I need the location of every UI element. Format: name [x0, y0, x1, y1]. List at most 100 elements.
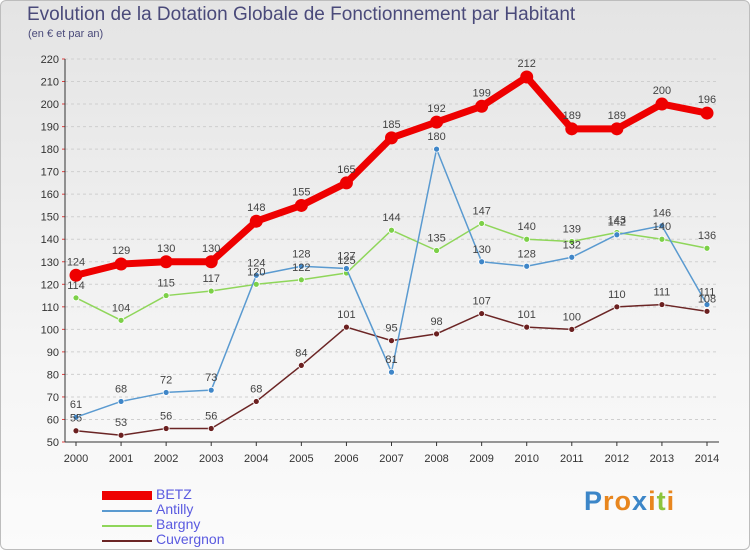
data-point-betz	[249, 214, 263, 228]
x-tick-label: 2000	[64, 453, 88, 465]
legend-label-cuvergnon: Cuvergnon	[156, 531, 225, 547]
data-label-cuvergnon: 56	[205, 410, 217, 422]
x-tick-label: 2009	[469, 453, 493, 465]
data-point-antilly	[613, 231, 621, 239]
data-point-cuvergnon	[343, 323, 350, 331]
data-label-antilly: 73	[205, 372, 217, 384]
data-label-bargny: 104	[112, 302, 130, 314]
data-label-betz: 212	[518, 58, 536, 70]
data-point-bargny	[568, 238, 576, 245]
legend-swatch-antilly	[102, 510, 152, 512]
data-label-betz: 189	[563, 110, 581, 122]
data-point-betz	[69, 268, 83, 282]
data-label-antilly: 68	[115, 383, 127, 395]
legend-label-betz: BETZ	[156, 486, 192, 502]
y-tick-label: 60	[47, 414, 59, 426]
logo-letter: o	[614, 486, 633, 516]
data-point-cuvergnon	[703, 307, 711, 315]
y-tick-label: 150	[41, 212, 59, 224]
legend-label-antilly: Antilly	[156, 501, 194, 517]
data-label-antilly: 72	[160, 374, 172, 386]
data-label-antilly: 128	[518, 248, 536, 260]
data-label-cuvergnon: 107	[472, 296, 490, 308]
data-label-bargny: 125	[337, 255, 355, 267]
logo-letter: x	[632, 486, 649, 516]
logo-letter: i	[648, 486, 657, 516]
data-point-betz	[159, 255, 173, 269]
x-tick-label: 2003	[199, 453, 223, 465]
data-point-bargny	[523, 235, 531, 243]
y-tick-label: 200	[41, 99, 59, 111]
data-point-cuvergnon	[658, 301, 666, 308]
x-tick-label: 2007	[379, 453, 403, 465]
x-tick-label: 2004	[244, 453, 268, 465]
y-tick-label: 170	[41, 167, 59, 179]
data-point-cuvergnon	[252, 398, 260, 405]
data-label-bargny: 139	[563, 223, 581, 235]
y-tick-label: 130	[41, 257, 59, 269]
data-label-antilly: 146	[653, 208, 671, 220]
x-tick-label: 2002	[154, 453, 178, 465]
data-point-bargny	[117, 316, 125, 324]
data-point-betz	[114, 257, 128, 271]
data-label-antilly: 111	[699, 287, 716, 299]
data-point-betz	[339, 176, 353, 190]
data-point-bargny	[207, 287, 215, 295]
data-label-cuvergnon: 95	[385, 323, 397, 335]
data-point-antilly	[252, 271, 260, 279]
y-tick-label: 90	[47, 347, 59, 359]
data-point-cuvergnon	[568, 325, 576, 333]
data-point-cuvergnon	[613, 303, 621, 311]
data-label-betz: 124	[67, 256, 85, 268]
y-tick-label: 140	[41, 234, 59, 246]
x-tick-label: 2013	[650, 453, 674, 465]
x-tick-label: 2012	[605, 453, 629, 465]
x-tick-label: 2005	[289, 453, 313, 465]
data-label-bargny: 136	[698, 230, 716, 242]
data-label-cuvergnon: 98	[430, 316, 442, 328]
data-label-antilly: 142	[608, 217, 626, 229]
data-label-bargny: 117	[202, 273, 220, 285]
y-tick-label: 50	[47, 437, 59, 449]
legend-swatch-bargny	[102, 525, 152, 527]
data-point-antilly	[117, 398, 125, 405]
data-point-antilly	[523, 262, 531, 270]
data-point-betz	[385, 131, 398, 145]
data-point-cuvergnon	[207, 425, 215, 432]
data-label-bargny: 135	[427, 233, 445, 245]
x-tick-label: 2008	[424, 453, 448, 465]
data-label-bargny: 120	[247, 266, 265, 278]
data-label-bargny: 140	[518, 221, 536, 233]
data-label-betz: 185	[382, 119, 400, 131]
data-point-bargny	[297, 276, 305, 284]
data-point-antilly	[207, 386, 215, 394]
data-label-cuvergnon: 56	[160, 410, 172, 422]
data-label-cuvergnon: 101	[337, 309, 355, 321]
data-point-cuvergnon	[433, 330, 440, 338]
data-label-antilly: 132	[563, 239, 581, 251]
y-tick-label: 100	[41, 324, 59, 336]
data-point-antilly	[478, 258, 486, 266]
logo-letter: r	[603, 486, 615, 516]
data-point-antilly	[568, 253, 576, 261]
data-point-bargny	[478, 220, 486, 227]
y-tick-label: 110	[41, 302, 59, 314]
data-label-bargny: 140	[653, 221, 671, 233]
data-label-bargny: 144	[382, 212, 400, 224]
data-point-antilly	[658, 222, 666, 230]
x-tick-label: 2010	[514, 453, 538, 465]
data-point-betz	[565, 122, 579, 136]
x-tick-label: 2001	[109, 453, 133, 465]
data-label-antilly: 61	[70, 399, 82, 411]
data-label-bargny: 147	[472, 205, 490, 217]
y-tick-label: 80	[47, 369, 59, 381]
y-tick-label: 180	[41, 144, 59, 156]
data-label-betz: 130	[157, 243, 175, 255]
data-label-antilly: 180	[427, 131, 445, 143]
data-point-antilly	[433, 145, 440, 153]
data-label-antilly: 127	[337, 251, 355, 263]
data-point-antilly	[343, 265, 350, 272]
data-label-cuvergnon: 101	[518, 309, 536, 321]
